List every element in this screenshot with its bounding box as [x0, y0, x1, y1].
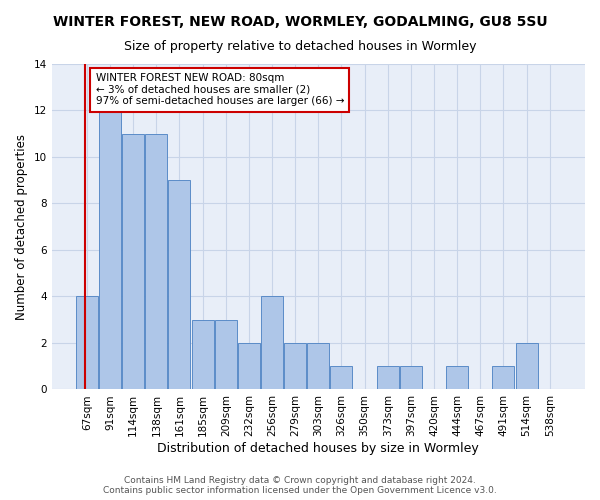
Bar	[307, 343, 329, 390]
Bar	[400, 366, 422, 390]
Bar	[377, 366, 399, 390]
Bar	[515, 343, 538, 390]
Bar	[261, 296, 283, 390]
Bar	[122, 134, 144, 390]
Bar	[284, 343, 306, 390]
X-axis label: Distribution of detached houses by size in Wormley: Distribution of detached houses by size …	[157, 442, 479, 455]
Bar	[169, 180, 190, 390]
Bar	[493, 366, 514, 390]
Y-axis label: Number of detached properties: Number of detached properties	[15, 134, 28, 320]
Bar	[145, 134, 167, 390]
Bar	[76, 296, 98, 390]
Text: Contains HM Land Registry data © Crown copyright and database right 2024.
Contai: Contains HM Land Registry data © Crown c…	[103, 476, 497, 495]
Text: WINTER FOREST NEW ROAD: 80sqm
← 3% of detached houses are smaller (2)
97% of sem: WINTER FOREST NEW ROAD: 80sqm ← 3% of de…	[95, 74, 344, 106]
Bar	[191, 320, 214, 390]
Text: WINTER FOREST, NEW ROAD, WORMLEY, GODALMING, GU8 5SU: WINTER FOREST, NEW ROAD, WORMLEY, GODALM…	[53, 15, 547, 29]
Bar	[238, 343, 260, 390]
Text: Size of property relative to detached houses in Wormley: Size of property relative to detached ho…	[124, 40, 476, 53]
Bar	[331, 366, 352, 390]
Bar	[446, 366, 468, 390]
Bar	[99, 110, 121, 390]
Bar	[215, 320, 237, 390]
